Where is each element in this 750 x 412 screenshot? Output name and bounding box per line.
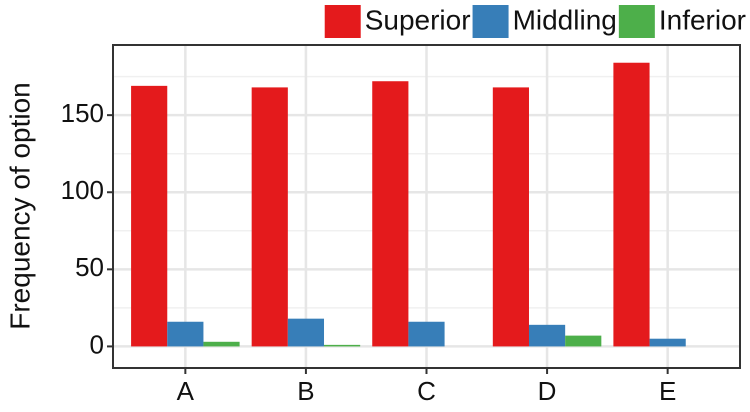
bar [324, 344, 361, 347]
legend-swatch [472, 5, 509, 38]
bar [613, 62, 650, 347]
bar [649, 338, 686, 347]
legend-swatch [618, 5, 655, 38]
bar [565, 335, 602, 347]
bar [251, 87, 288, 347]
x-tick-label: B [297, 376, 314, 406]
x-tick-label: D [538, 376, 557, 406]
legend-label: Inferior [659, 4, 746, 35]
x-tick-label: C [417, 376, 436, 406]
legend-label: Superior [365, 4, 471, 35]
bar [131, 85, 168, 347]
bar [492, 87, 529, 347]
y-tick-label: 50 [75, 252, 104, 282]
bar [167, 321, 204, 347]
legend-label: Middling [513, 4, 617, 35]
legend-swatch [324, 5, 361, 38]
bar [287, 318, 325, 347]
y-tick-label: 100 [61, 175, 104, 205]
bar [408, 321, 445, 347]
y-tick-label: 150 [61, 98, 104, 128]
bar [203, 341, 240, 347]
x-tick-label: A [177, 376, 195, 406]
bar [372, 81, 409, 347]
y-tick-label: 0 [90, 329, 104, 359]
y-axis-label: Frequency of option [4, 82, 35, 330]
x-tick-label: E [659, 376, 676, 406]
bar [528, 324, 566, 347]
